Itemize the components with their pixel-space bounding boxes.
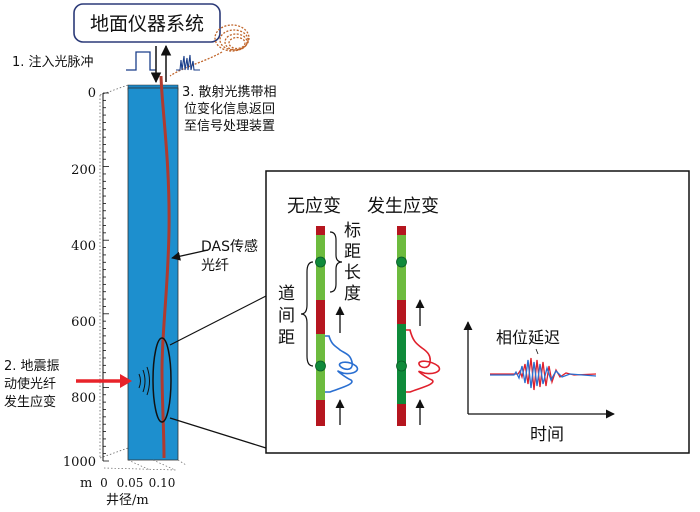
depth-tick-600: 600 (71, 315, 96, 330)
svg-text:3. 散射光携带相: 3. 散射光携带相 (182, 84, 277, 100)
svg-text:DAS传感: DAS传感 (201, 238, 258, 255)
channel-spacing-label: 道 间 距 (278, 284, 295, 348)
radius-tick-005: 0.05 (117, 476, 144, 490)
seismic-wave-icon (138, 366, 150, 396)
depth-tick-1000: 1000 (63, 455, 96, 470)
trace-blue (490, 359, 597, 389)
svg-text:2. 地震振: 2. 地震振 (4, 359, 60, 374)
svg-text:道: 道 (278, 284, 295, 304)
svg-text:间: 间 (278, 306, 295, 326)
surface-instrument-system: 地面仪器系统 (73, 3, 221, 43)
phase-delay-pointer (535, 348, 539, 355)
svg-text:至信号处理装置: 至信号处理装置 (184, 119, 275, 134)
depth-axis: 0 200 400 600 800 1000 m (63, 86, 109, 491)
rod-no-strain (315, 226, 326, 426)
radius-tick-0: 0 (100, 476, 108, 490)
depth-unit: m (80, 476, 92, 491)
step3-label: 3. 散射光携带相 位变化信息返回 至信号处理装置 (182, 84, 277, 134)
detail-panel: 无应变 发生应变 标 距 长 度 (265, 170, 690, 454)
svg-text:位变化信息返回: 位变化信息返回 (184, 101, 275, 117)
radius-axis: 0 0.05 0.10 井径/m (100, 476, 175, 508)
strain-label: 发生应变 (367, 196, 439, 217)
zoom-line-bottom (169, 417, 267, 449)
svg-text:度: 度 (344, 284, 361, 304)
svg-text:距: 距 (278, 328, 295, 348)
channel-spacing-bracket (300, 261, 314, 367)
svg-text:动使光纤: 动使光纤 (4, 376, 56, 392)
depth-tick-800: 800 (71, 391, 96, 406)
time-axis-label: 时间 (530, 425, 564, 445)
svg-text:距: 距 (344, 242, 361, 262)
surface-instrument-title: 地面仪器系统 (90, 13, 204, 35)
zoom-line-top (169, 295, 267, 346)
trace-red (490, 357, 597, 391)
no-strain-label: 无应变 (287, 196, 341, 217)
gauge-length-bracket (329, 231, 343, 293)
svg-text:光纤: 光纤 (201, 258, 229, 274)
fiber-coil (169, 24, 250, 77)
scattered-signal-icon (176, 54, 200, 71)
wellbore (99, 75, 187, 471)
das-fiber (159, 75, 171, 459)
wave-red-strain (406, 329, 441, 393)
rod-strain (396, 226, 407, 426)
wave-blue-no-strain (325, 335, 359, 393)
phase-delay-label: 相位延迟 (496, 328, 560, 347)
svg-text:发生应变: 发生应变 (4, 394, 56, 410)
svg-text:标: 标 (344, 221, 361, 241)
strain-zone-ellipse (152, 337, 172, 423)
seismic-arrowhead (120, 374, 132, 388)
gauge-length-label: 标 距 长 度 (344, 221, 361, 304)
surface-instrument-box (73, 3, 221, 43)
depth-tick-200: 200 (71, 163, 96, 178)
step1-label: 1. 注入光脉冲 (12, 55, 94, 70)
depth-tick-400: 400 (71, 239, 96, 254)
depth-tick-0: 0 (88, 86, 96, 101)
radius-tick-010: 0.10 (149, 476, 176, 490)
step2-label: 2. 地震振 动使光纤 发生应变 (4, 359, 60, 410)
phase-delay-plot: 相位延迟 时间 (463, 321, 615, 445)
svg-text:长: 长 (344, 263, 361, 283)
das-fiber-label: DAS传感 光纤 (171, 238, 258, 274)
injected-pulse-icon (126, 51, 156, 71)
radius-axis-label: 井径/m (106, 493, 149, 508)
well-column (127, 87, 179, 461)
